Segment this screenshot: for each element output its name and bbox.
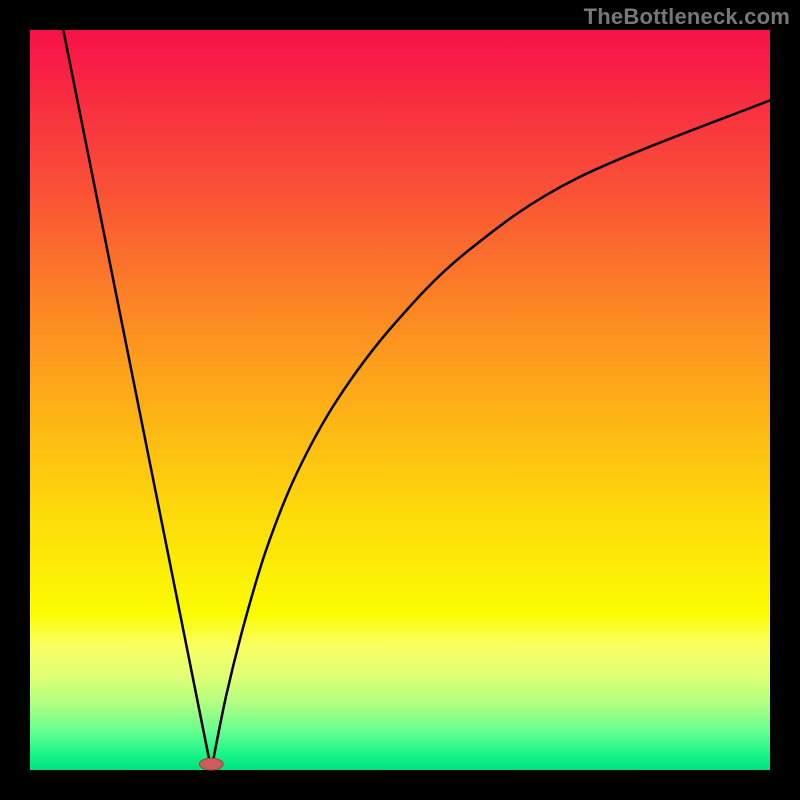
- watermark-text: TheBottleneck.com: [584, 4, 790, 30]
- chart-container: TheBottleneck.com: [0, 0, 800, 800]
- bottleneck-chart: [0, 0, 800, 800]
